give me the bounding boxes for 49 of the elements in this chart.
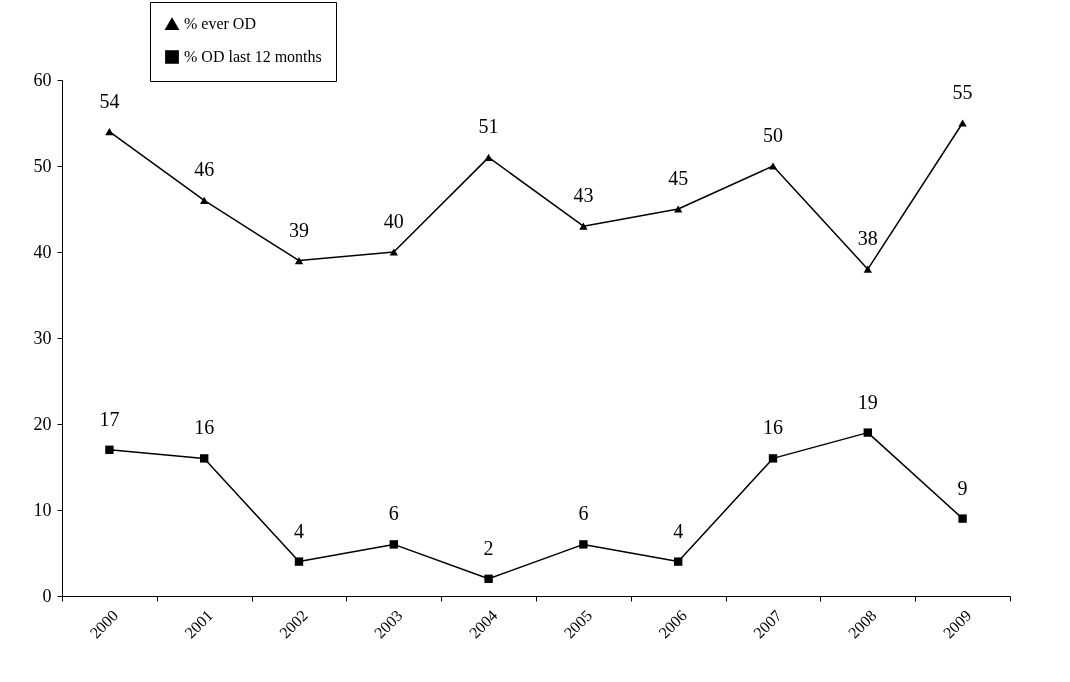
y-tick-label: 30 bbox=[33, 327, 52, 348]
point bbox=[768, 454, 778, 463]
y-tick-label: 0 bbox=[42, 585, 52, 606]
point bbox=[579, 540, 588, 549]
point bbox=[389, 248, 398, 256]
data-label: 51 bbox=[478, 115, 499, 138]
data-label: 40 bbox=[383, 210, 404, 232]
legend-label: % ever OD bbox=[184, 15, 256, 32]
data-label: 4 bbox=[294, 519, 304, 542]
data-label: 46 bbox=[194, 158, 215, 181]
y-tick-label: 40 bbox=[33, 241, 52, 262]
point bbox=[294, 557, 304, 566]
point bbox=[200, 196, 209, 205]
y-tick-label: 10 bbox=[33, 499, 52, 520]
data-label: 38 bbox=[857, 227, 878, 250]
point bbox=[105, 127, 114, 136]
point bbox=[674, 205, 683, 213]
data-label: 6 bbox=[578, 502, 589, 525]
legend-label: % OD last 12 months bbox=[184, 48, 322, 65]
point bbox=[389, 540, 398, 549]
data-label: 19 bbox=[857, 390, 878, 413]
y-tick-label: 20 bbox=[33, 413, 52, 434]
data-label: 54 bbox=[99, 89, 120, 112]
y-tick-label: 50 bbox=[33, 155, 52, 176]
point bbox=[484, 153, 493, 162]
data-label: 43 bbox=[573, 184, 594, 207]
point bbox=[674, 557, 683, 566]
point bbox=[863, 265, 872, 273]
data-label: 2 bbox=[483, 536, 494, 559]
data-label: 6 bbox=[388, 502, 399, 525]
data-label: 9 bbox=[957, 476, 968, 499]
point bbox=[294, 256, 304, 265]
point bbox=[768, 162, 778, 170]
point bbox=[484, 574, 493, 583]
point bbox=[200, 454, 209, 463]
point bbox=[105, 445, 114, 454]
data-label: 50 bbox=[763, 124, 783, 146]
data-label: 4 bbox=[673, 519, 684, 542]
point bbox=[579, 222, 588, 230]
y-tick-label: 60 bbox=[33, 69, 52, 90]
point bbox=[958, 119, 967, 127]
data-label: 16 bbox=[194, 416, 215, 439]
data-label: 55 bbox=[952, 81, 973, 103]
data-label: 39 bbox=[289, 218, 309, 241]
point bbox=[958, 514, 967, 523]
point bbox=[863, 428, 872, 437]
data-label: 16 bbox=[763, 416, 783, 439]
data-label: 17 bbox=[99, 407, 120, 430]
data-label: 45 bbox=[668, 167, 689, 189]
